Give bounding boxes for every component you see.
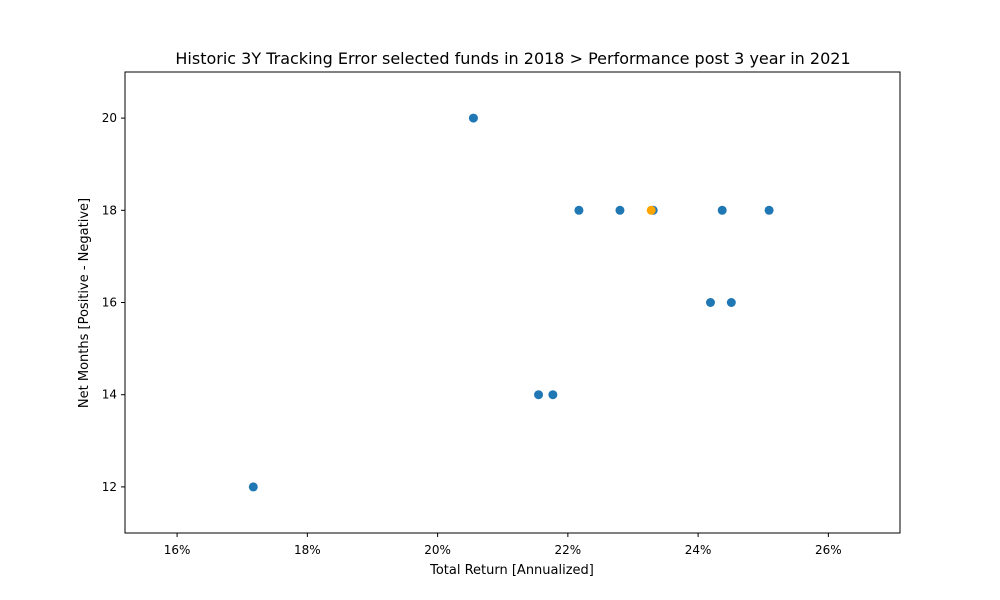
data-point: [717, 205, 727, 215]
data-point: [534, 390, 544, 400]
data-point: [248, 482, 258, 492]
y-tick-label: 12: [102, 480, 117, 494]
chart-title: Historic 3Y Tracking Error selected fund…: [175, 49, 850, 68]
plot-area-frame: [124, 71, 901, 534]
x-tick-label: 26%: [815, 543, 842, 557]
data-point: [726, 298, 736, 307]
x-tick-label: 22%: [555, 543, 582, 557]
x-tick-label: 18%: [294, 543, 321, 557]
data-point: [468, 113, 478, 123]
x-tick-label: 16%: [164, 543, 191, 557]
y-tick-label: 16: [102, 296, 117, 310]
axis-ticks: 16% 18% 20% 22% 24% 26% 12 14 16 18 20: [102, 111, 842, 557]
y-tick-label: 20: [102, 111, 117, 125]
y-tick-label: 14: [102, 388, 117, 402]
highlighted-data-point: [646, 205, 656, 215]
y-tick-label: 18: [102, 203, 117, 217]
data-point: [574, 205, 584, 215]
x-tick-label: 20%: [424, 543, 451, 557]
data-point: [764, 205, 774, 215]
x-tick-label: 24%: [685, 543, 712, 557]
data-point: [705, 298, 715, 307]
data-points: [248, 113, 774, 492]
y-axis-label: Net Months [Positive - Negative]: [77, 198, 92, 408]
x-axis-label: Total Return [Annualized]: [429, 563, 594, 578]
data-point: [548, 390, 558, 400]
data-point: [615, 205, 625, 215]
